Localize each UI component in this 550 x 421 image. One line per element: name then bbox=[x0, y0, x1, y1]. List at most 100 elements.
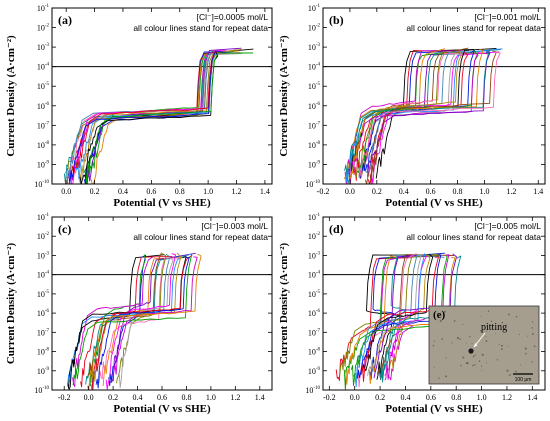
pitting-label: pitting bbox=[481, 322, 507, 333]
x-tick-label: 1.0 bbox=[479, 187, 489, 196]
chloride-annotation: [Cl⁻]=0.0005 mol/L bbox=[197, 12, 269, 22]
micrograph-speck bbox=[441, 338, 444, 341]
polarization-curve bbox=[367, 51, 491, 177]
micrograph-speck bbox=[486, 330, 488, 332]
repeat-data-annotation: all colour lines stand for repeat data bbox=[133, 232, 268, 242]
x-tick-label: 0.4 bbox=[400, 393, 410, 402]
y-tick-label: 10-1 bbox=[37, 4, 50, 13]
polarization-curve bbox=[72, 256, 153, 388]
micrograph-speck bbox=[474, 354, 476, 356]
micrograph-speck bbox=[525, 352, 527, 355]
polarization-curve bbox=[83, 52, 254, 185]
micrograph-speck bbox=[469, 335, 471, 338]
micrograph-speck bbox=[524, 347, 527, 350]
micrograph-speck bbox=[451, 342, 453, 344]
panel-label: (d) bbox=[329, 222, 344, 236]
polarization-curve bbox=[72, 254, 193, 386]
y-tick-label: 10-7 bbox=[37, 328, 50, 337]
micrograph-speck bbox=[473, 363, 476, 366]
micrograph-speck bbox=[531, 333, 534, 336]
x-tick-label: -0.2 bbox=[58, 393, 71, 402]
x-tick-label: 0.4 bbox=[118, 187, 128, 196]
y-tick-label: 10-7 bbox=[308, 121, 321, 130]
polarization-curve bbox=[353, 254, 445, 380]
y-tick-label: 10-8 bbox=[308, 141, 321, 150]
micrograph-speck bbox=[443, 310, 446, 313]
polarization-curve bbox=[72, 50, 223, 178]
y-tick-label: 10-10 bbox=[305, 386, 320, 395]
panel-label: (c) bbox=[58, 222, 71, 236]
polarization-curve bbox=[388, 255, 431, 373]
x-tick-label: 0.8 bbox=[453, 187, 463, 196]
y-tick-label: 10-6 bbox=[37, 102, 50, 111]
x-tick-label: 0.0 bbox=[84, 393, 94, 402]
polarization-curve bbox=[346, 49, 491, 185]
panel-b: -0.2 0.0 0.2 0.4 0.6 0.8 1.0 1.2 1.4 10-10 10-9 10-… bbox=[278, 4, 546, 209]
micrograph-speck bbox=[531, 327, 534, 329]
x-tick-label: 1.2 bbox=[502, 393, 512, 402]
y-axis-title: Current Density (A·cm⁻²) bbox=[278, 35, 290, 157]
x-tick-label: 0.0 bbox=[345, 187, 355, 196]
micrograph-speck bbox=[462, 323, 464, 326]
x-tick-label: 1.0 bbox=[206, 393, 216, 402]
y-tick-label: 10-4 bbox=[308, 271, 321, 280]
micrograph-speck bbox=[481, 353, 484, 356]
pit bbox=[468, 348, 474, 354]
y-tick-label: 10-2 bbox=[37, 232, 50, 241]
micrograph-speck bbox=[462, 356, 465, 359]
micrograph-speck bbox=[445, 375, 448, 378]
micrograph-speck bbox=[460, 364, 462, 367]
x-tick-label: 0.0 bbox=[61, 187, 71, 196]
y-tick-label: 10-2 bbox=[308, 232, 321, 241]
polarization-curve bbox=[358, 51, 501, 177]
chloride-annotation: [Cl⁻]=0.005 mol/L bbox=[474, 221, 541, 231]
micrograph-speck bbox=[519, 364, 521, 366]
micrograph-speck bbox=[533, 345, 536, 348]
y-tick-label: 10-4 bbox=[37, 271, 50, 280]
x-tick-label: 0.6 bbox=[146, 187, 156, 196]
polarization-curve bbox=[95, 256, 190, 389]
polarization-curve bbox=[87, 253, 202, 391]
x-tick-label: 1.4 bbox=[255, 393, 265, 402]
micrograph-speck bbox=[501, 321, 504, 324]
micrograph-speck bbox=[485, 340, 488, 342]
plot-frame bbox=[51, 7, 273, 185]
pitting-micrograph-inset: (e) pitting 100 μm bbox=[428, 305, 540, 385]
micrograph-speck bbox=[471, 343, 473, 345]
y-tick-label: 10-9 bbox=[308, 367, 321, 376]
polarization-curve bbox=[78, 48, 243, 180]
micrograph-speck bbox=[500, 344, 503, 347]
chloride-annotation: [Cl⁻]=0.001 mol/L bbox=[474, 12, 541, 22]
y-tick-label: 10-3 bbox=[37, 251, 50, 260]
x-tick-label: 0.8 bbox=[175, 187, 185, 196]
micrograph-speck bbox=[465, 342, 467, 344]
y-tick-label: 10-7 bbox=[308, 328, 321, 337]
x-tick-label: 0.8 bbox=[181, 393, 191, 402]
y-tick-label: 10-10 bbox=[34, 386, 49, 395]
polarization-curve bbox=[67, 256, 187, 390]
panel-label: (b) bbox=[329, 13, 344, 27]
x-axis-title: Potential (V vs SHE) bbox=[113, 197, 211, 209]
y-tick-label: 10-6 bbox=[308, 309, 321, 318]
y-tick-label: 10-6 bbox=[308, 102, 321, 111]
x-axis-title: Potential (V vs SHE) bbox=[113, 403, 211, 415]
micrograph-speck bbox=[456, 336, 459, 340]
x-tick-label: 1.4 bbox=[260, 187, 270, 196]
micrograph-speck bbox=[480, 329, 483, 332]
polarization-curve bbox=[335, 257, 411, 381]
micrograph-speck bbox=[480, 365, 483, 367]
curves bbox=[67, 252, 202, 391]
repeat-data-annotation: all colour lines stand for repeat data bbox=[406, 232, 541, 242]
x-axis-title: Potential (V vs SHE) bbox=[385, 197, 483, 209]
micrograph-speck bbox=[506, 369, 509, 372]
panel-c: -0.2 0.0 0.2 0.4 0.6 0.8 1.0 1.2 1.4 10-10 10-9 10-… bbox=[5, 213, 273, 415]
x-tick-label: 0.2 bbox=[108, 393, 118, 402]
x-tick-label: 0.6 bbox=[426, 393, 436, 402]
micrograph-speck bbox=[508, 313, 510, 316]
x-tick-label: 0.2 bbox=[372, 187, 382, 196]
x-tick-label: 0.0 bbox=[350, 393, 360, 402]
y-tick-label: 10-9 bbox=[37, 367, 50, 376]
repeat-data-annotation: all colour lines stand for repeat data bbox=[133, 23, 268, 33]
panel-a: 0.0 0.2 0.4 0.6 0.8 1.0 1.2 1.4 10-10 10-9 10-8 10-… bbox=[5, 4, 273, 209]
plot-frame bbox=[322, 216, 546, 391]
